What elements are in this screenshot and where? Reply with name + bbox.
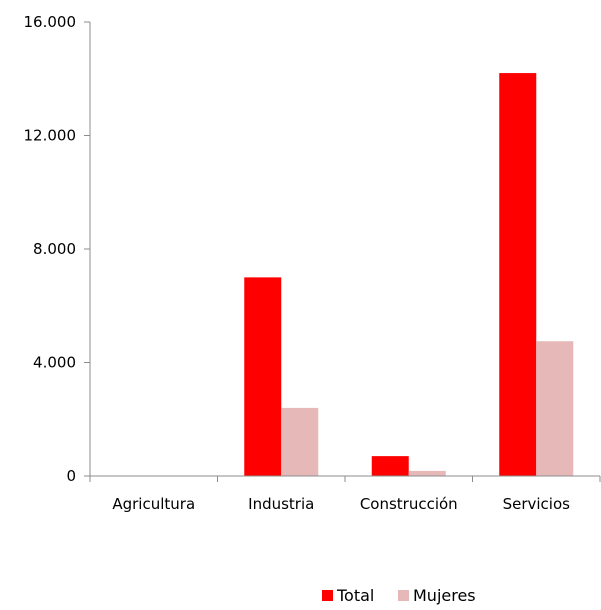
legend-swatch-total xyxy=(322,590,333,601)
x-axis-ticks: Agricultura Industria Construcción Servicio… xyxy=(89,476,601,513)
legend: Total Mujeres xyxy=(322,586,476,605)
bar-mujeres-construcción xyxy=(408,470,446,476)
legend-label-total: Total xyxy=(336,586,374,605)
bar-mujeres-industria xyxy=(281,407,319,476)
y-tick-label: 0 xyxy=(66,467,76,485)
bars xyxy=(244,73,574,476)
legend-label-mujeres: Mujeres xyxy=(413,586,476,605)
x-tick-label: Servicios xyxy=(503,495,571,513)
bar-total-servicios xyxy=(499,73,537,476)
y-tick-label: 8.000 xyxy=(33,240,76,258)
bar-total-industria xyxy=(244,277,282,476)
y-tick-label: 16.000 xyxy=(24,13,77,31)
legend-swatch-mujeres xyxy=(398,590,409,601)
y-tick-label: 4.000 xyxy=(33,354,76,372)
bar-mujeres-servicios xyxy=(536,341,574,476)
x-tick-label: Construcción xyxy=(360,495,458,513)
x-tick-label: Industria xyxy=(248,495,314,513)
bar-total-construcción xyxy=(371,456,409,476)
x-tick-label: Agricultura xyxy=(112,495,195,513)
y-tick-label: 12.000 xyxy=(24,127,77,145)
y-axis-ticks: 0 4.000 8.000 12.000 16.000 xyxy=(24,13,90,485)
